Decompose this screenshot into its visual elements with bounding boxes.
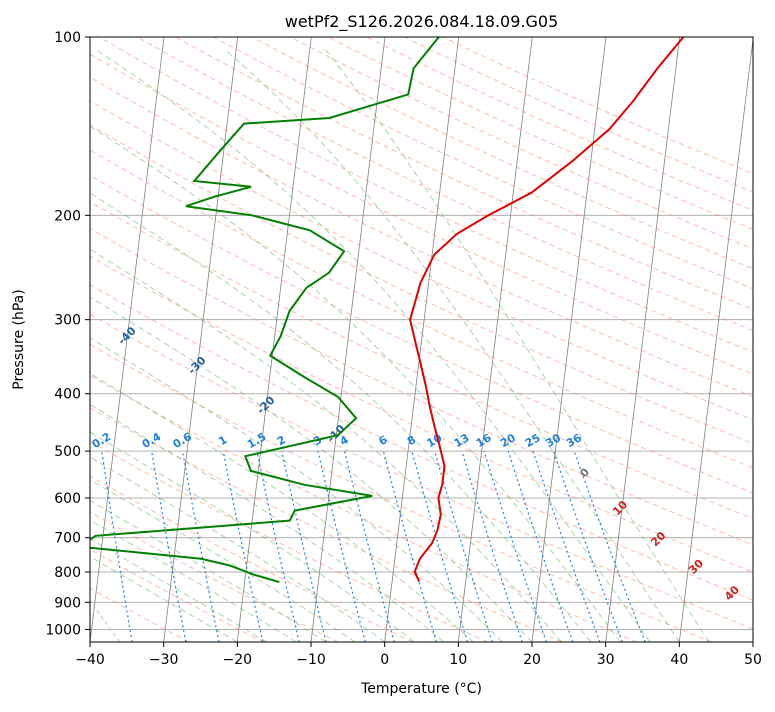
dry-adiabat-line — [0, 37, 562, 642]
moist-adiabat-label: 20 — [648, 529, 668, 549]
isotherm-label: -50 — [46, 291, 69, 314]
mixing-ratio-line — [183, 451, 220, 642]
y-tick-label: 500 — [54, 444, 81, 460]
isotherm-line — [16, 37, 90, 642]
isotherm-label: -20 — [254, 393, 277, 416]
y-tick-label: 300 — [54, 313, 81, 329]
mixing-ratio-label: 20 — [498, 431, 518, 450]
mixing-ratio-label: 0.6 — [171, 430, 195, 451]
moist-adiabat-line — [326, 50, 709, 642]
moist-adiabat-line — [0, 50, 355, 642]
y-tick-label: 900 — [54, 595, 81, 611]
x-tick-label: 30 — [597, 652, 615, 668]
plot-area: 0.10.20.40.611.52346810131620253036-100-… — [0, 37, 775, 642]
moist-adiabat-line — [0, 50, 473, 642]
moist-adiabat-label: 0 — [577, 465, 592, 480]
moist-adiabat-line — [0, 50, 385, 642]
x-tick-label: −10 — [296, 652, 326, 668]
moist-adiabat-label: 10 — [610, 498, 630, 518]
dry-adiabat-line — [23, 37, 775, 642]
x-tick-label: 10 — [449, 652, 467, 668]
dry-adiabat-line — [252, 37, 775, 642]
mixing-ratio-line — [257, 451, 299, 642]
mixing-ratio-line — [554, 451, 623, 642]
isotherm-line — [753, 37, 775, 642]
chart-title: wetPf2_S126.2026.084.18.09.G05 — [285, 12, 559, 32]
isotherm-line — [458, 37, 532, 642]
isotherm-label: -40 — [115, 324, 138, 347]
y-tick-label: 100 — [54, 30, 81, 46]
moist-adiabat-line — [0, 50, 532, 642]
dry-adiabat-line — [405, 37, 775, 642]
moist-adiabat-line — [0, 50, 267, 642]
y-axis-label: Pressure (hPa) — [11, 289, 27, 389]
moist-adiabat-line — [0, 50, 326, 642]
x-tick-label: 50 — [744, 652, 762, 668]
x-tick-label: −30 — [149, 652, 179, 668]
mixing-ratio-label: 1.5 — [245, 430, 268, 451]
mixing-ratio-label: 8 — [405, 433, 418, 448]
isotherm-line — [164, 37, 238, 642]
y-tick-label: 200 — [54, 208, 81, 224]
isotherm-line — [606, 37, 680, 642]
isotherm-line — [532, 37, 606, 642]
moist-adiabat-line — [0, 50, 414, 642]
mixing-ratio-label: 0.4 — [140, 430, 164, 451]
moist-adiabat-line — [0, 50, 562, 642]
mixing-ratio-label: 10 — [424, 431, 444, 450]
isotherm-label: -60 — [0, 244, 1, 267]
dry-adiabat-line — [137, 37, 775, 642]
mixing-ratio-line — [484, 451, 546, 642]
mixing-ratio-line — [102, 451, 132, 642]
isotherm-line — [385, 37, 459, 642]
mixing-ratio-line — [508, 451, 573, 642]
mixing-ratio-line — [533, 451, 600, 642]
mixing-ratio-label: 13 — [452, 431, 472, 450]
y-tick-label: 600 — [54, 491, 81, 507]
y-tick-label: 1000 — [45, 622, 81, 638]
mixing-ratio-label: 25 — [523, 431, 543, 450]
y-tick-label: 800 — [54, 565, 81, 581]
isotherm-line — [679, 37, 753, 642]
dry-adiabat-line — [0, 37, 338, 642]
y-tick-label: 700 — [54, 531, 81, 547]
isotherm-label: -30 — [185, 354, 208, 377]
dry-adiabat-line — [61, 37, 775, 642]
dry-adiabat-line — [366, 37, 775, 642]
mixing-ratio-line — [318, 451, 365, 642]
isotherm-line — [311, 37, 385, 642]
y-tick-label: 400 — [54, 387, 81, 403]
x-tick-label: 20 — [523, 652, 541, 668]
mixing-ratio-label: 30 — [543, 431, 563, 450]
mixing-ratio-line — [462, 451, 522, 642]
x-tick-label: −20 — [223, 652, 253, 668]
moist-adiabat-label: 40 — [722, 583, 742, 603]
x-tick-label: 40 — [670, 652, 688, 668]
x-tick-label: −40 — [75, 652, 105, 668]
x-axis-label: Temperature (°C) — [360, 681, 482, 697]
dry-adiabat-line — [214, 37, 775, 642]
x-tick-label: 0 — [380, 652, 389, 668]
mixing-ratio-line — [152, 451, 186, 642]
mixing-ratio-label: 0.2 — [90, 430, 113, 451]
dry-adiabat-line — [0, 37, 712, 642]
